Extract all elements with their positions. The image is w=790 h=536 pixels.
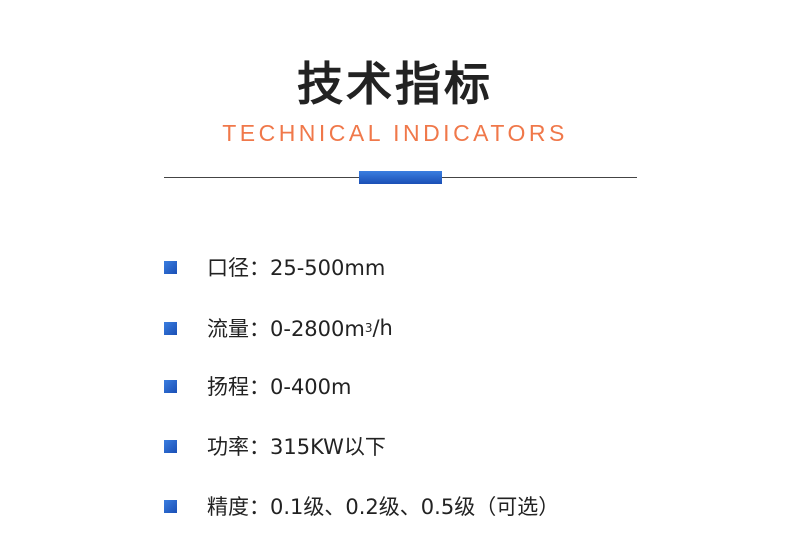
spec-superscript: 3 [364,321,373,335]
spec-text: 功率：315KW以下 [207,435,386,459]
square-bullet-icon [164,321,177,335]
square-bullet-icon [164,499,177,513]
page-subtitle: TECHNICAL INDICATORS [222,120,568,146]
square-bullet-icon [164,260,177,274]
spec-item: 口径：25-500mm [164,252,385,282]
spec-item: 功率：315KW以下 [164,431,386,461]
spec-item: 流量：0-2800m 3/h [164,313,393,343]
spec-item: 精度：0.1级、0.2级、0.5级（可选） [164,491,559,521]
page-title: 技术指标 [297,57,493,111]
square-bullet-icon [164,439,177,453]
spec-text: 口径：25-500mm [207,256,386,280]
spec-text: 流量：0-2800m [207,317,365,341]
spec-text: 扬程：0-400m [207,375,352,399]
square-bullet-icon [164,379,177,393]
spec-suffix: /h [372,316,393,340]
spec-text: 精度：0.1级、0.2级、0.5级（可选） [207,495,560,519]
spec-item: 扬程：0-400m [164,371,351,401]
divider-accent-bar [359,171,442,184]
